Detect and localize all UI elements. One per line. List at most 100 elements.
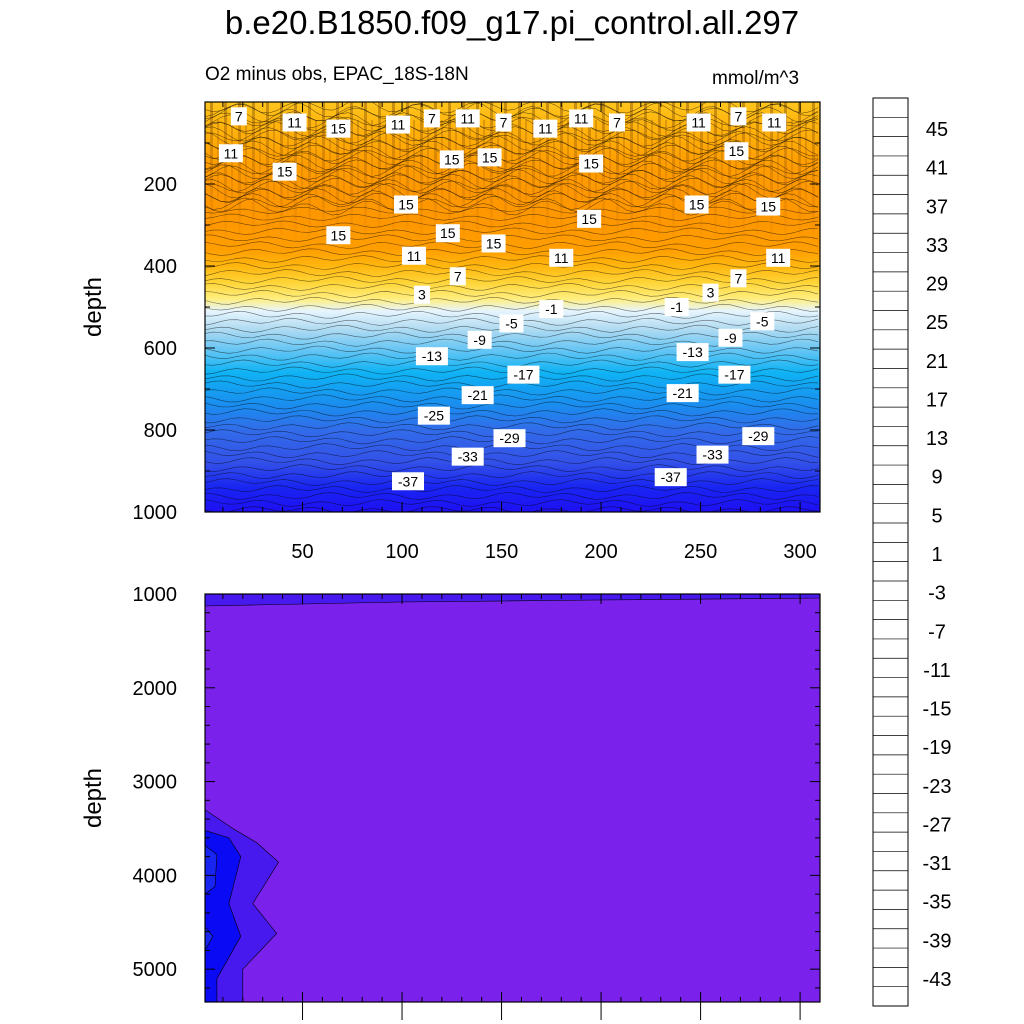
x-tick-label: 300	[783, 541, 816, 563]
upper-y-axis-label: depth	[80, 277, 107, 337]
contour-label-text: 11	[407, 248, 422, 264]
contour-line	[205, 197, 819, 216]
lower-panel: 1000 2000 3000 4000 5000 depth	[80, 584, 821, 1020]
contour-line	[205, 175, 819, 194]
contour-label-box	[481, 234, 506, 253]
contour-label-box	[435, 224, 460, 243]
x-tick-label: 100	[385, 541, 418, 563]
contour-label-text: 15	[440, 225, 456, 241]
contour-label-text: -1	[545, 301, 558, 317]
colorbar-label: 1	[931, 544, 942, 566]
contour-label-text: -13	[422, 348, 442, 364]
contour-label: 3	[413, 285, 430, 304]
contour-label-text: 15	[581, 211, 597, 227]
contour-label-box	[684, 195, 709, 214]
contour-label-box	[326, 119, 351, 138]
contour-line	[205, 248, 819, 256]
contour-line	[205, 160, 819, 179]
contour-label: 7	[730, 269, 747, 288]
contour-label-text: 15	[277, 164, 293, 180]
contour-line	[205, 183, 819, 201]
contour-label: 15	[272, 162, 297, 181]
contour-label-box	[666, 384, 699, 403]
contour-line	[205, 401, 819, 410]
contour-label-text: 7	[613, 115, 621, 131]
lower-panel-field	[205, 594, 820, 1002]
colorbar-label: -3	[928, 583, 946, 605]
contour-label: 15	[326, 226, 351, 245]
contour-label-text: -37	[661, 469, 681, 485]
colorbar-label: -35	[923, 892, 952, 914]
contour-label: -1	[664, 298, 689, 316]
contour-label: 15	[394, 195, 419, 214]
contour-label-text: 15	[482, 149, 498, 165]
contour-label-box	[730, 107, 747, 126]
contour-line	[205, 408, 819, 417]
contour-label: 7	[495, 113, 512, 132]
contour-label-box	[451, 447, 484, 466]
contour-label: -25	[417, 406, 450, 425]
lower-axes: 1000 2000 3000 4000 5000 depth	[80, 584, 821, 1020]
contour-line	[205, 485, 819, 493]
contour-label: 15	[756, 197, 781, 216]
contour-label: -29	[742, 427, 775, 446]
contour-label-text: -29	[499, 430, 519, 446]
contour-label-text: 11	[691, 115, 706, 131]
contour-label-box	[415, 347, 448, 366]
contour-label: -21	[666, 384, 699, 403]
y-tick-label: 600	[144, 338, 177, 360]
contour-label: 7	[608, 113, 625, 132]
contour-label: 11	[282, 113, 307, 132]
contour-label-box	[718, 328, 743, 347]
contour-line	[205, 345, 819, 354]
contour-label-text: 15	[689, 197, 705, 213]
contour-label-box	[676, 343, 709, 362]
contour-line	[205, 220, 819, 228]
contour-label-text: -13	[683, 344, 703, 360]
y-tick-label: 3000	[133, 772, 178, 794]
colorbar-label: -11	[923, 660, 950, 682]
contour-label-box	[495, 113, 512, 132]
contour-label-text: -1	[670, 299, 683, 315]
colorbar-label: -39	[923, 930, 952, 952]
contour-label-text: 11	[574, 110, 589, 126]
contour-label-box	[579, 154, 604, 173]
contour-label: -1	[539, 300, 564, 319]
contour-line	[205, 154, 819, 171]
contour-line	[205, 464, 819, 473]
contour-label: 15	[481, 234, 506, 253]
contour-label: 15	[477, 148, 502, 167]
contour-line	[205, 338, 819, 347]
contour-label: -17	[507, 365, 540, 384]
y-tick-label: 1000	[133, 502, 178, 524]
colorbar-label: 29	[926, 274, 948, 296]
contour-label: 15	[577, 209, 602, 228]
contour-label-box	[417, 406, 450, 425]
contour-label-box	[539, 300, 564, 319]
contour-label-box	[413, 285, 430, 304]
colorbar-label: 21	[926, 351, 948, 373]
contour-label: 11	[401, 246, 426, 265]
contour-line	[205, 172, 819, 190]
contour-label-box	[654, 468, 687, 487]
contour-label: -21	[461, 386, 494, 405]
contour-label-text: -25	[424, 408, 444, 424]
colorbar-label: 37	[926, 196, 948, 218]
contour-label-text: 7	[454, 268, 462, 284]
contour-line	[205, 149, 819, 168]
contour-label: 7	[730, 107, 747, 126]
contour-label-text: 7	[734, 108, 742, 124]
contour-line	[205, 190, 819, 209]
contour-label-box	[742, 427, 775, 446]
contour-label-box	[533, 119, 558, 138]
colorbar: 45 41 37 33 29 25 21 17 13 9 5 1 -3 -7 -11 -15 -19 -23 -27…	[872, 97, 952, 1007]
contour-label-text: 15	[331, 121, 347, 137]
contour-label-box	[401, 246, 426, 265]
x-tick-label: 150	[485, 541, 518, 563]
contour-label: -29	[493, 429, 526, 448]
lower-y-axis-label: depth	[80, 768, 107, 828]
upper-axes: 200 400 600 800 1000 50 100 150 200 250 300 depth	[80, 102, 821, 563]
contour-label-text: 7	[428, 110, 436, 126]
contour-label-box	[762, 113, 787, 132]
contour-label-text: -9	[724, 330, 737, 346]
